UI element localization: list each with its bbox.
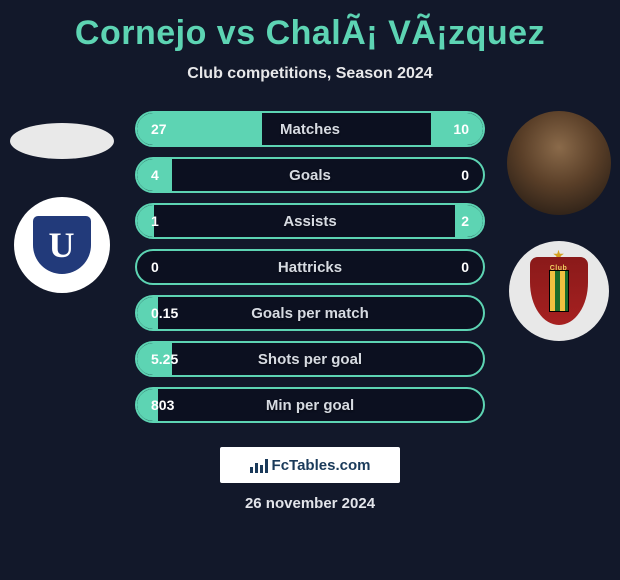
club-badge-shape: U xyxy=(33,216,91,274)
stat-value-left: 27 xyxy=(151,121,167,137)
club-badge-text: Club xyxy=(550,265,568,272)
club-badge-shield: Club xyxy=(530,257,588,325)
stat-label: Hattricks xyxy=(278,259,342,276)
stat-value-right: 0 xyxy=(461,167,469,183)
left-player-column: U xyxy=(4,111,119,293)
chart-icon xyxy=(250,457,268,473)
stats-column: 27 Matches 10 4 Goals 0 1 Assists 2 0 Hattricks 0 0.… xyxy=(135,111,485,423)
stat-label: Min per goal xyxy=(266,397,354,414)
page-subtitle: Club competitions, Season 2024 xyxy=(0,65,620,83)
main-area: U 27Matches104Goals01Assists20Hattricks0… xyxy=(0,111,620,423)
stat-value-left: 5.25 xyxy=(151,351,178,367)
right-player-column: ★ Club xyxy=(501,111,616,341)
stat-row: 803 Min per goal xyxy=(135,387,485,423)
brand-logo: FcTables.com xyxy=(220,447,400,483)
club-badge-letter-icon: U xyxy=(49,224,75,266)
stat-value-right: 0 xyxy=(461,259,469,275)
stat-row: 0 Hattricks 0 xyxy=(135,249,485,285)
club-logo-left: U xyxy=(14,197,110,293)
club-logo-right: ★ Club xyxy=(509,241,609,341)
stat-label: Matches xyxy=(280,121,340,138)
stat-value-left: 4 xyxy=(151,167,159,183)
page-title: Cornejo vs ChalÃ¡ VÃ¡zquez xyxy=(0,14,620,53)
comparison-card: Cornejo vs ChalÃ¡ VÃ¡zquez Club competit… xyxy=(0,0,620,580)
stat-row: 0.15 Goals per match xyxy=(135,295,485,331)
stat-label: Goals xyxy=(289,167,331,184)
stat-value-right: 2 xyxy=(461,213,469,229)
player-photo-left xyxy=(10,123,114,159)
stat-label: Assists xyxy=(283,213,336,230)
stat-value-left: 803 xyxy=(151,397,174,413)
footer-date: 26 november 2024 xyxy=(0,495,620,512)
stat-label: Shots per goal xyxy=(258,351,362,368)
player-photo-right xyxy=(507,111,611,215)
stat-value-left: 0 xyxy=(151,259,159,275)
stat-row: 5.25 Shots per goal xyxy=(135,341,485,377)
stat-fill-right xyxy=(455,205,483,237)
stat-value-right: 10 xyxy=(453,121,469,137)
stat-row: 1 Assists 2 xyxy=(135,203,485,239)
stat-row: 4 Goals 0 xyxy=(135,157,485,193)
stat-row: 27 Matches 10 xyxy=(135,111,485,147)
stat-label: Goals per match xyxy=(251,305,369,322)
stat-value-left: 0.15 xyxy=(151,305,178,321)
stat-value-left: 1 xyxy=(151,213,159,229)
club-badge-stripes-icon xyxy=(549,270,569,312)
brand-text: FcTables.com xyxy=(272,457,371,474)
